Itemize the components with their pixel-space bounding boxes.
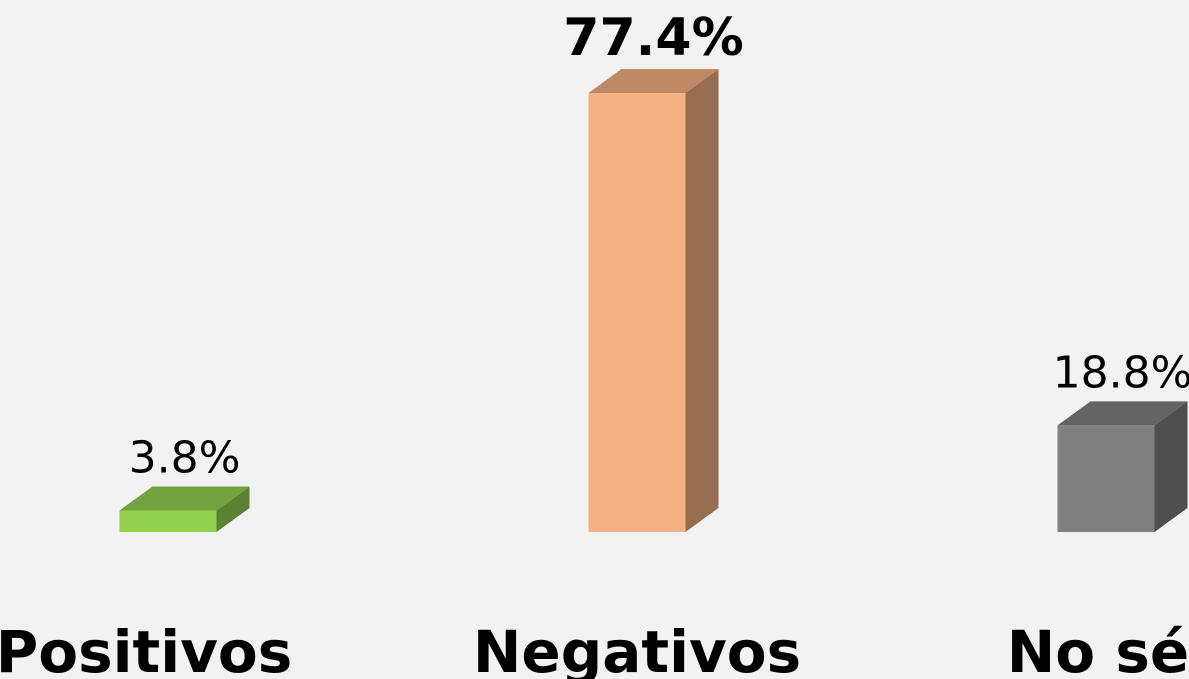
bar-top bbox=[588, 69, 719, 93]
bar-side bbox=[216, 486, 250, 532]
bar-side bbox=[685, 69, 719, 532]
category-label: No sé bbox=[1007, 618, 1189, 679]
category-label: Positivos bbox=[0, 618, 292, 679]
bar bbox=[119, 510, 217, 532]
category-label: Negativos bbox=[473, 618, 801, 679]
value-label: 77.4% bbox=[563, 8, 743, 68]
value-label: 18.8% bbox=[1053, 347, 1189, 398]
bar bbox=[1057, 425, 1155, 532]
bar bbox=[588, 93, 686, 532]
value-label: 3.8% bbox=[129, 432, 241, 483]
bar-top bbox=[1057, 401, 1188, 426]
bar-top bbox=[119, 486, 250, 511]
bar-side bbox=[1154, 401, 1188, 532]
